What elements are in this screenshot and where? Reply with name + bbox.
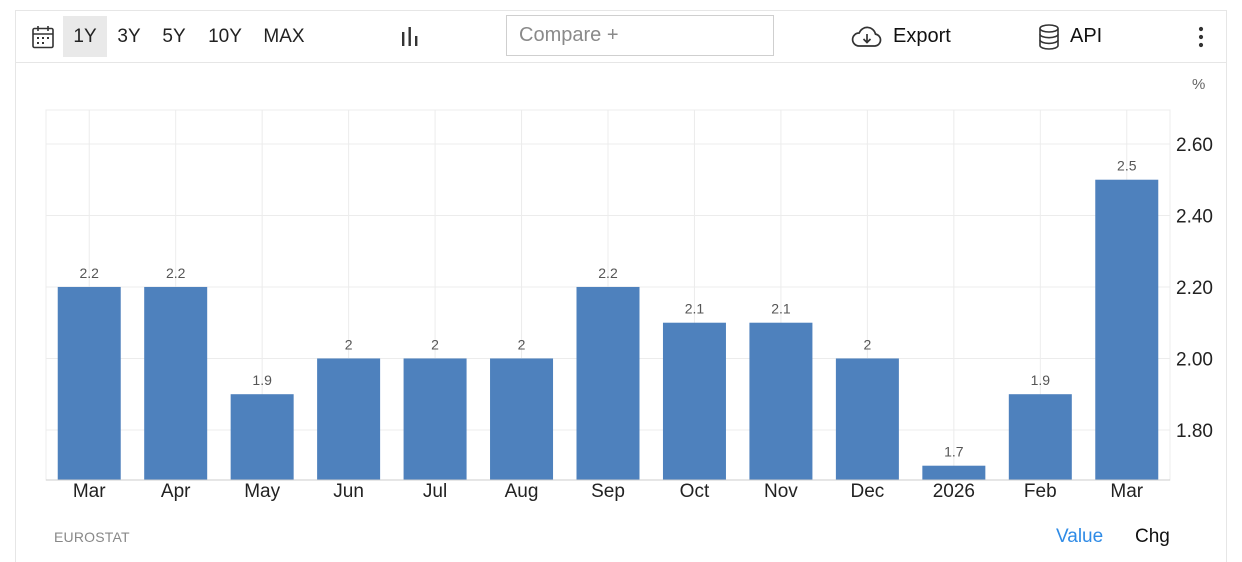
api-label: API: [1070, 25, 1103, 47]
calendar-icon[interactable]: [32, 25, 54, 49]
x-tick-label: Oct: [680, 481, 710, 502]
y-tick-label: 2.60: [1176, 135, 1213, 156]
data-label: 2.1: [685, 301, 705, 317]
x-tick-label: Sep: [591, 481, 625, 502]
data-label: 1.9: [252, 372, 272, 388]
data-label: 2.2: [598, 265, 618, 281]
data-label: 2.1: [771, 301, 791, 317]
data-label: 2.2: [79, 265, 99, 281]
data-label: 2: [863, 336, 871, 352]
y-tick-label: 2.40: [1176, 206, 1213, 227]
bar: [230, 394, 294, 480]
data-label: 2: [431, 336, 439, 352]
database-icon: [1039, 23, 1059, 50]
x-tick-label: 2026: [933, 481, 975, 502]
x-tick-label: Aug: [505, 481, 539, 502]
bar: [662, 322, 726, 480]
bar: [749, 322, 813, 480]
x-tick-label: Jul: [423, 481, 447, 502]
bar-chart-icon[interactable]: [400, 26, 420, 48]
export-label: Export: [893, 25, 951, 47]
range-10y-button[interactable]: 10Y: [208, 26, 242, 47]
tab-chg[interactable]: Chg: [1135, 526, 1170, 547]
tab-value[interactable]: Value: [1056, 526, 1104, 547]
y-tick-label: 1.80: [1176, 421, 1213, 442]
cloud-download-icon: [851, 26, 882, 47]
x-tick-label: Apr: [161, 481, 191, 502]
bar: [576, 286, 640, 480]
more-vertical-icon[interactable]: [1194, 25, 1208, 49]
api-button[interactable]: API: [1038, 16, 1102, 57]
bar: [835, 358, 899, 480]
chart-frame: [15, 10, 1227, 562]
bar: [144, 286, 208, 480]
bar: [1095, 179, 1159, 480]
range-1y-button[interactable]: 1Y: [63, 16, 107, 57]
range-3y-button[interactable]: 3Y: [117, 26, 141, 47]
y-tick-label: 2.00: [1176, 349, 1213, 370]
x-tick-label: Mar: [1110, 481, 1143, 502]
data-label: 2.2: [166, 265, 186, 281]
bar: [57, 286, 121, 480]
y-tick-label: 2.20: [1176, 278, 1213, 299]
bar: [403, 358, 467, 480]
source-label: EUROSTAT: [54, 529, 130, 545]
compare-input[interactable]: [506, 15, 774, 56]
range-5y-button[interactable]: 5Y: [162, 26, 186, 47]
data-label: 2: [345, 336, 353, 352]
data-label: 2.5: [1117, 158, 1137, 174]
bar: [490, 358, 554, 480]
chart-toolbar: 1Y 3Y 5Y 10Y MAX Export API: [16, 11, 1226, 63]
data-label: 1.7: [944, 444, 964, 460]
data-label: 2: [518, 336, 526, 352]
bar: [922, 465, 986, 480]
export-button[interactable]: Export: [851, 16, 951, 57]
bar: [1008, 394, 1072, 480]
x-tick-label: May: [244, 481, 280, 502]
x-tick-label: Mar: [73, 481, 106, 502]
data-label: 1.9: [1031, 372, 1051, 388]
bar: [317, 358, 381, 480]
x-tick-label: Dec: [850, 481, 884, 502]
unit-label: %: [1192, 76, 1206, 93]
x-tick-label: Nov: [764, 481, 798, 502]
x-tick-label: Feb: [1024, 481, 1057, 502]
x-tick-label: Jun: [333, 481, 364, 502]
range-max-button[interactable]: MAX: [263, 26, 305, 47]
